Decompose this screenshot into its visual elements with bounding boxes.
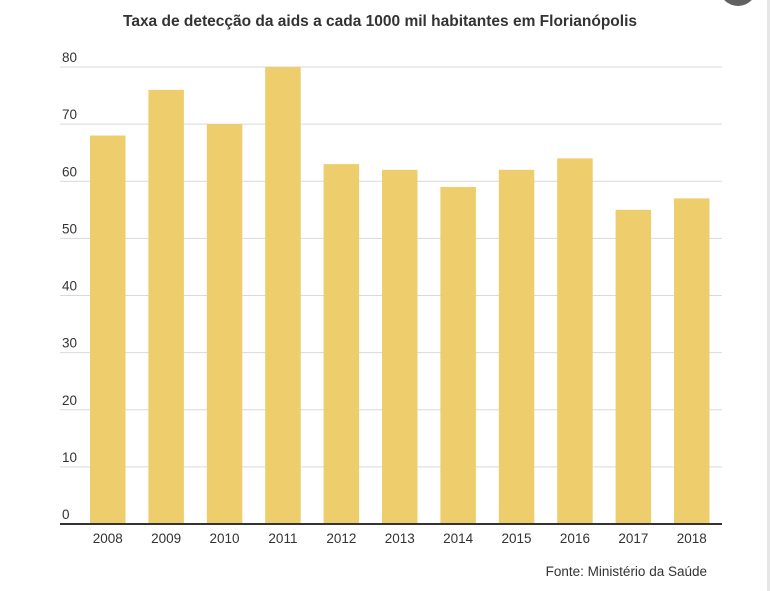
x-tick-label: 2010 xyxy=(210,531,240,546)
y-tick-label: 50 xyxy=(62,221,77,236)
x-tick-label: 2009 xyxy=(151,531,181,546)
y-tick-label: 40 xyxy=(62,279,77,294)
x-tick-label: 2017 xyxy=(618,531,648,546)
bar-2015 xyxy=(498,169,535,524)
corner-menu-button[interactable] xyxy=(719,0,757,6)
bar-2017 xyxy=(615,209,652,524)
source-note: Fonte: Ministério da Saúde xyxy=(545,564,707,579)
y-tick-label: 60 xyxy=(62,164,77,179)
chart-title: Taxa de detecção da aids a cada 1000 mil… xyxy=(123,13,637,30)
bar-2013 xyxy=(382,169,418,524)
x-tick-label: 2015 xyxy=(502,531,532,546)
bar-2009 xyxy=(148,89,184,524)
x-tick-label: 2016 xyxy=(560,531,590,546)
x-tick-label: 2018 xyxy=(677,531,707,546)
y-tick-label: 70 xyxy=(62,107,77,122)
bar-2016 xyxy=(557,158,593,524)
bar-2010 xyxy=(206,124,243,524)
x-axis-ticks: 2008 2009 2010 2011 2012 2013 2014 2015 2016 2017… xyxy=(93,531,707,546)
bar-2012 xyxy=(323,164,360,525)
y-tick-label: 30 xyxy=(62,336,77,351)
bar-2014 xyxy=(440,186,476,524)
bar-2008 xyxy=(90,135,126,525)
y-tick-label: 0 xyxy=(62,507,70,522)
window-right-edge xyxy=(767,0,770,591)
y-axis-ticks: 0 10 20 30 40 50 60 70 80 xyxy=(62,50,77,522)
x-tick-label: 2011 xyxy=(268,531,297,546)
y-tick-label: 20 xyxy=(62,393,77,408)
x-tick-label: 2013 xyxy=(385,531,415,546)
x-tick-label: 2014 xyxy=(443,531,474,546)
x-tick-label: 2008 xyxy=(93,531,123,546)
bar-2018 xyxy=(674,198,710,524)
bars xyxy=(90,67,710,525)
x-tick-label: 2012 xyxy=(326,531,356,546)
bar-2011 xyxy=(265,67,301,524)
y-tick-label: 10 xyxy=(62,450,77,465)
y-tick-label: 80 xyxy=(62,50,77,65)
